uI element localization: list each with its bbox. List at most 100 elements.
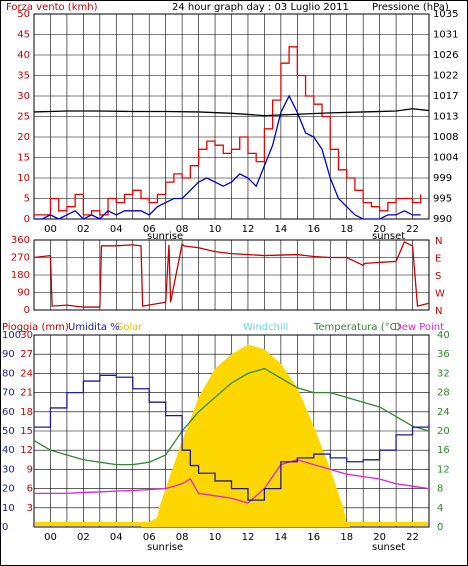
temperature-label: Temperatura (°C) [313,322,401,333]
x-tick-label: 12 [242,224,255,235]
pressure-y-tick: 1022 [433,71,458,82]
rain-series [33,344,430,527]
x-tick-label: 06 [143,532,156,543]
humidity-y-tick: 30 [2,464,15,475]
temp-y-tick: 0 [437,522,443,533]
temp-y-tick: 8 [437,484,443,495]
humidity-y-tick: 90 [2,349,15,360]
x-tick-label: 12 [242,532,255,543]
compass-tick: E [435,254,441,265]
wind-y-tick: 40 [17,50,30,61]
x-tick-label: 10 [209,532,222,543]
solar-area [34,344,429,527]
compass-tick: N [435,306,442,317]
rain-y-tick: 3 [27,503,33,514]
temp-y-tick: 40 [437,330,450,341]
pressure-y-tick: 1008 [433,132,458,143]
direction-panel-grid [34,240,429,310]
x-tick-label: 10 [209,224,222,235]
wind-panel-grid [34,14,429,219]
x-tick-label: 16 [307,224,320,235]
dewpoint-label: Dew Point [394,322,444,333]
humidity-y-tick: 50 [2,426,15,437]
x-tick-label: 04 [110,532,123,543]
rain-y-tick: 24 [20,368,33,379]
sunrise-label-top: sunrise [147,231,183,242]
pressure-line [33,108,430,117]
pressure-y-axis: 990 995 999 1004 1008 1013 1017 1022 1026 1031 103… [433,9,458,225]
pressure-y-tick: 990 [433,214,452,225]
direction-y-tick: 0 [24,305,30,316]
humidity-y-tick: 70 [2,388,15,399]
wind-series [33,46,430,220]
x-tick-label: 14 [275,532,288,543]
x-tick-label: 02 [77,532,90,543]
rain-y-axes: 3 6 9 12 15 18 21 24 27 30 0 10 20 30 40 50 60 70 80 90 100 [2,330,33,533]
x-tick-label: 18 [340,532,353,543]
temp-y-tick: 28 [437,388,450,399]
direction-series [33,241,430,308]
humidity-y-tick: 80 [2,368,15,379]
humidity-y-tick: 60 [2,407,15,418]
avg-wind-line [34,94,421,220]
temp-y-tick: 12 [437,464,450,475]
direction-y-tick: 180 [11,270,30,281]
x-tick-label: 04 [110,224,123,235]
wind-y-tick: 35 [17,71,30,82]
wind-y-tick: 30 [17,91,30,102]
wind-y-tick: 20 [17,132,30,143]
humidity-y-tick: 0 [2,522,8,533]
x-tick-label: 22 [406,224,419,235]
temp-y-tick: 4 [437,503,443,514]
direction-y-axis: 0 90 180 270 360 [11,235,30,316]
compass-tick: S [435,271,441,282]
humidity-y-tick: 10 [2,503,15,514]
pressure-y-tick: 1031 [433,30,458,41]
rain-y-tick: 12 [20,445,33,456]
rain-y-tick: 18 [20,407,33,418]
x-tick-label: 18 [340,224,353,235]
pressure-y-tick: 999 [433,173,452,184]
temp-y-tick: 36 [437,349,450,360]
sunset-label-bottom: sunset [372,542,405,553]
x-tick-label: 02 [77,224,90,235]
temp-y-tick: 24 [437,407,450,418]
x-tick-label: 22 [406,532,419,543]
x-tick-label: 20 [373,224,386,235]
x-tick-label: 06 [143,224,156,235]
solar-label: Solar [117,322,143,333]
direction-y-tick: 360 [11,235,30,246]
x-tick-label: 00 [44,532,57,543]
pressure-label: Pressione (hPa) [372,2,449,13]
temp-y-tick: 20 [437,426,450,437]
wind-y-tick: 15 [17,153,30,164]
rain-y-tick: 27 [20,349,33,360]
pressure-y-tick: 995 [433,194,452,205]
dewpoint-line [34,459,430,504]
x-tick-label: 00 [44,224,57,235]
direction-y-tick: 90 [17,288,30,299]
temp-y-axis: 0 4 8 12 16 20 24 28 32 36 40 [437,330,450,533]
direction-y-tick: 270 [11,253,30,264]
wind-label: Forza vento (kmh) [6,2,98,13]
temperature-line [33,367,430,466]
rain-y-tick: 21 [20,388,33,399]
humidity-line [34,374,430,501]
temp-y-tick: 32 [437,368,450,379]
humidity-y-tick: 100 [2,330,21,341]
wind-y-tick: 5 [24,194,30,205]
x-tick-label: 16 [307,532,320,543]
pressure-y-tick: 1017 [433,91,458,102]
wind-y-tick: 45 [17,30,30,41]
temp-y-tick: 16 [437,445,450,456]
pressure-y-tick: 1013 [433,112,458,123]
humidity-label: Umidita % [68,322,120,333]
pressure-y-tick: 1026 [433,50,458,61]
compass-tick: N [435,236,442,247]
humidity-y-tick: 40 [2,445,15,456]
sunrise-label-bottom: sunrise [147,542,183,553]
rain-x-axis: 00 02 04 06 08 10 12 14 16 18 20 22 [44,532,419,543]
